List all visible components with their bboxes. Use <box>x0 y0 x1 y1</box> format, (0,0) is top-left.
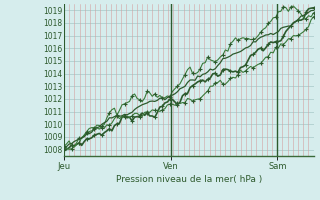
X-axis label: Pression niveau de la mer( hPa ): Pression niveau de la mer( hPa ) <box>116 175 262 184</box>
